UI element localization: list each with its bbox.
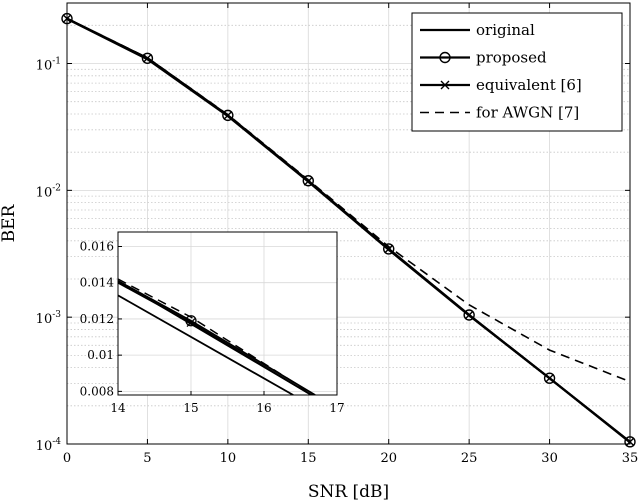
x-tick-label: 5 bbox=[143, 451, 151, 466]
legend-marker bbox=[440, 80, 450, 90]
y-tick-label: 10-2 bbox=[36, 183, 61, 200]
inset-data-point bbox=[186, 318, 196, 328]
x-tick-label: 25 bbox=[461, 451, 478, 466]
plot-frame bbox=[66, 2, 631, 445]
data-point bbox=[543, 372, 556, 384]
inset-x-tick-label: 15 bbox=[183, 401, 198, 415]
legend-label: equivalent [6] bbox=[476, 76, 582, 94]
inset-area bbox=[118, 232, 337, 395]
data-point bbox=[464, 310, 474, 320]
data-point bbox=[545, 373, 555, 383]
inset-y-tick-label: 0.014 bbox=[80, 276, 115, 290]
y-tick-label: 10-4 bbox=[36, 437, 62, 454]
data-point bbox=[141, 52, 154, 64]
data-point bbox=[222, 109, 234, 122]
y-tick-label: 10-3 bbox=[36, 310, 62, 327]
legend-label: proposed bbox=[476, 49, 547, 67]
data-point bbox=[383, 243, 395, 255]
data-point bbox=[463, 309, 475, 321]
data-point bbox=[302, 175, 314, 187]
y-axis-label: BER bbox=[0, 203, 19, 242]
inset-y-tick-label: 0.012 bbox=[80, 312, 114, 326]
inset-y-tick-label: 0.008 bbox=[80, 384, 114, 398]
legend-box bbox=[411, 12, 623, 132]
x-tick-label: 30 bbox=[541, 451, 558, 466]
y-tick-label: 10-1 bbox=[36, 57, 61, 74]
inset-series-line-2 bbox=[118, 294, 294, 395]
legend-marker bbox=[439, 51, 451, 64]
inset-series-line-5 bbox=[118, 278, 315, 395]
x-tick-label: 0 bbox=[63, 451, 71, 466]
inset-y-tick-label: 0.016 bbox=[80, 239, 114, 253]
inset-x-tick-label: 16 bbox=[256, 401, 271, 415]
inset-x-tick-label: 17 bbox=[329, 401, 344, 415]
x-axis-label: SNR [dB] bbox=[308, 482, 389, 502]
legend-label: for AWGN [7] bbox=[476, 104, 579, 122]
legend-label: original bbox=[476, 21, 535, 39]
data-point bbox=[142, 53, 152, 63]
inset-series bbox=[118, 278, 316, 395]
x-tick-label: 35 bbox=[622, 451, 639, 466]
x-tick-label: 10 bbox=[220, 451, 237, 466]
inset-frame bbox=[117, 231, 338, 396]
x-tick-label: 15 bbox=[300, 451, 317, 466]
inset-y-tick-label: 0.01 bbox=[87, 348, 114, 362]
inset-x-tick-label: 14 bbox=[110, 401, 126, 415]
data-point bbox=[384, 244, 394, 254]
series-line-4 bbox=[66, 17, 631, 383]
x-tick-label: 20 bbox=[380, 451, 397, 466]
